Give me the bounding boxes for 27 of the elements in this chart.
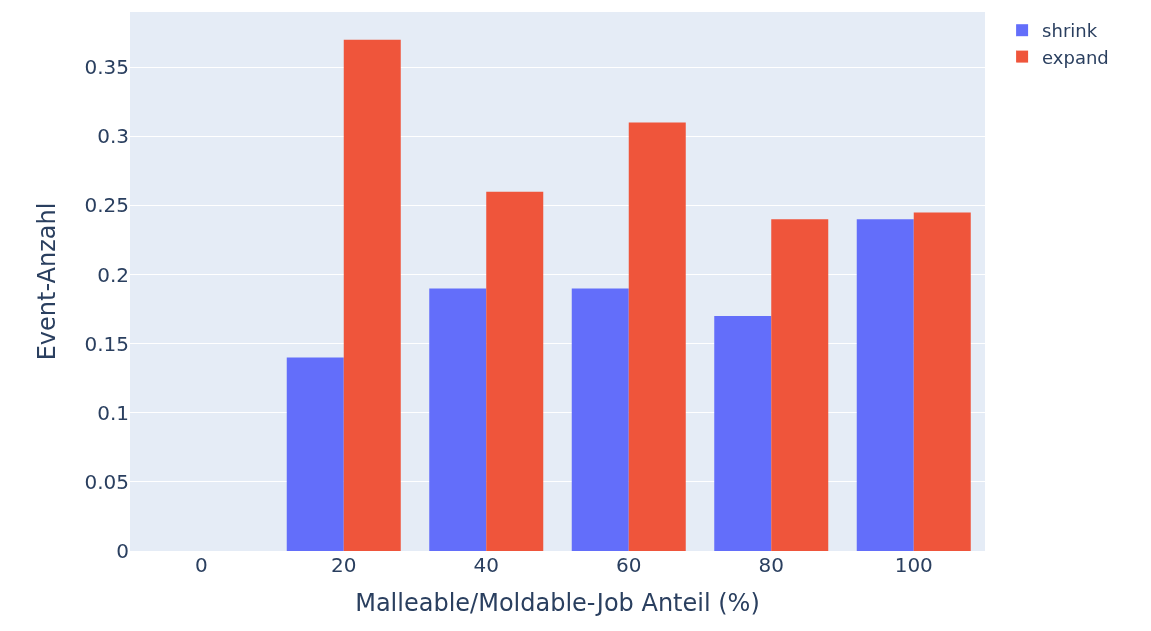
x-tick-label: 40	[473, 553, 499, 577]
x-tick-label: 80	[758, 553, 784, 577]
x-tick-label: 0	[194, 553, 208, 577]
y-tick-label: 0.25	[84, 193, 129, 218]
x-tick-label: 100	[894, 553, 933, 577]
bar	[628, 122, 686, 551]
legend-label: shrink	[1042, 20, 1098, 42]
y-tick-label: 0.2	[97, 262, 129, 287]
y-tick-label: 0.05	[84, 469, 129, 494]
bar	[913, 212, 971, 551]
x-tick-label: 60	[616, 553, 642, 577]
x-axis-title: Malleable/Moldable-Job Anteil (%)	[355, 589, 760, 618]
y-tick-label: 0.35	[84, 55, 129, 80]
bar	[771, 219, 829, 551]
bar	[429, 288, 487, 551]
y-axis-title: Event-Anzahl	[32, 202, 61, 361]
legend-label: expand	[1042, 46, 1109, 68]
bar	[486, 191, 544, 551]
y-tick-label: 0.1	[97, 400, 129, 425]
y-tick-label: 0.15	[84, 331, 129, 356]
bar	[343, 39, 401, 551]
y-tick-label: 0.3	[97, 124, 129, 149]
bar	[714, 316, 772, 551]
bar	[856, 219, 914, 551]
bar	[571, 288, 629, 551]
x-tick-label: 20	[331, 553, 357, 577]
bar	[286, 357, 344, 551]
